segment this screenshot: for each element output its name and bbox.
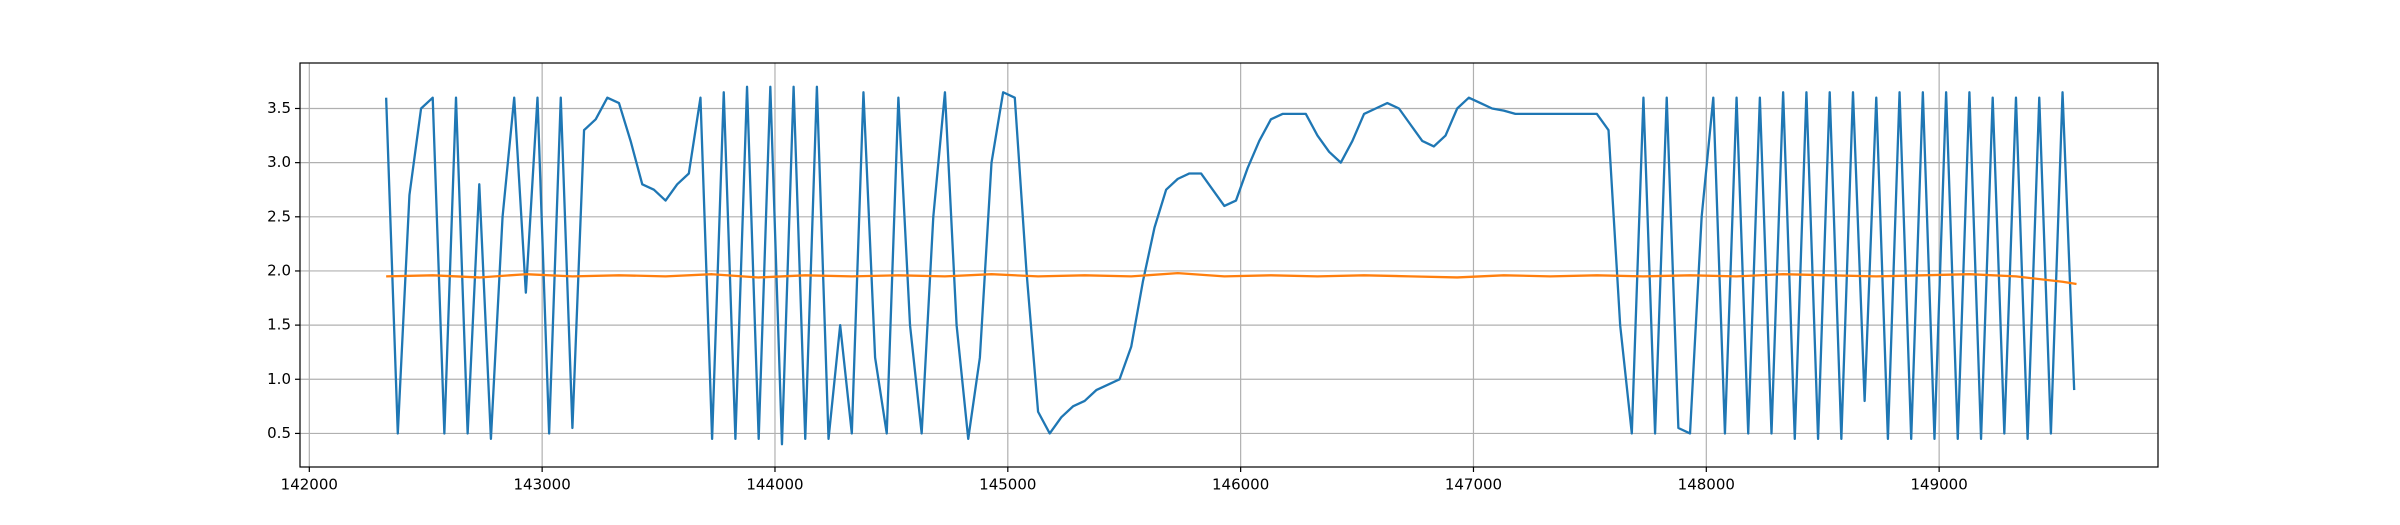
x-tick-label: 146000 [1212,476,1269,494]
y-tick-label: 2.5 [267,207,291,225]
y-tick-label: 1.0 [267,370,291,388]
x-tick-label: 144000 [746,476,803,494]
y-tick-label: 0.5 [267,424,291,442]
axes-frame [299,62,2159,468]
x-tick-label: 142000 [281,476,338,494]
ticks: 142000 143000 144000 145000 146000 147000 1480… [267,99,1968,494]
y-tick-label: 1.5 [267,316,291,334]
plot-area [385,85,2077,446]
data-line [385,85,2076,446]
y-tick-label: 3.0 [267,153,291,171]
x-tick-label: 143000 [514,476,571,494]
data-line [386,271,2077,286]
x-tick-label: 148000 [1678,476,1735,494]
x-tick-label: 147000 [1445,476,1502,494]
x-tick-label: 149000 [1911,476,1968,494]
y-tick-label: 3.5 [267,99,291,117]
x-tick-label: 145000 [979,476,1036,494]
y-tick-label: 2.0 [267,261,291,279]
